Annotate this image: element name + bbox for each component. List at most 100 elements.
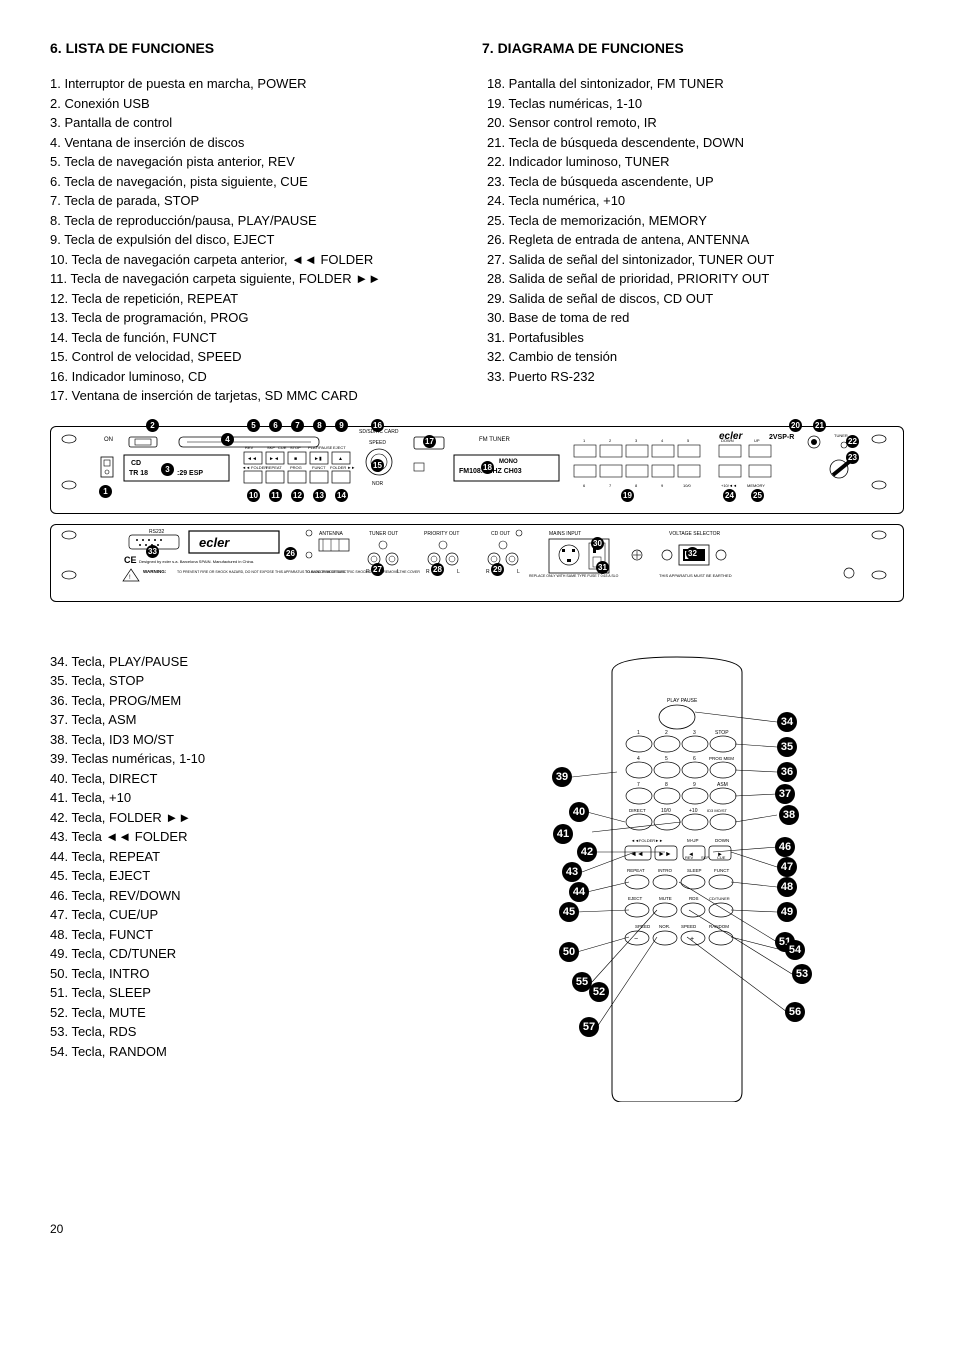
list-item: 35. Tecla, STOP — [50, 671, 420, 691]
rear-panel-diagram: RS232 ecler CE Designed by ecler s.a. Ba… — [50, 524, 904, 602]
list-item: 7. Tecla de parada, STOP — [50, 191, 467, 211]
callout: 10 — [247, 489, 260, 502]
svg-text:PRIORITY OUT: PRIORITY OUT — [424, 531, 459, 537]
list-item: 40. Tecla, DIRECT — [50, 769, 420, 789]
svg-text:8: 8 — [665, 782, 668, 788]
callout: 53 — [792, 964, 812, 984]
svg-text:3: 3 — [693, 730, 696, 736]
callout: 56 — [785, 1002, 805, 1022]
list-item: 4. Ventana de inserción de discos — [50, 133, 467, 153]
callout: 16 — [371, 419, 384, 432]
list-item: 50. Tecla, INTRO — [50, 964, 420, 984]
svg-text:FOLDER ►►: FOLDER ►► — [330, 465, 355, 470]
svg-text:+10: +10 — [689, 808, 698, 814]
list-item: 11. Tecla de navegación carpeta siguient… — [50, 269, 467, 289]
list-item: 2. Conexión USB — [50, 94, 467, 114]
right-list: 18. Pantalla del sintonizador, FM TUNER … — [487, 74, 904, 406]
callout: 25 — [751, 489, 764, 502]
svg-text:REPLACE ONLY WITH SAME TYPE FU: REPLACE ONLY WITH SAME TYPE FUSE T 0.63 … — [529, 574, 619, 578]
svg-text:9: 9 — [693, 782, 696, 788]
callout: 23 — [846, 451, 859, 464]
callout: 38 — [779, 805, 799, 825]
callout: 14 — [335, 489, 348, 502]
list-item: 31. Portafusibles — [487, 328, 904, 348]
svg-text:DIRECT: DIRECT — [629, 808, 646, 813]
svg-text:RANDOM: RANDOM — [709, 924, 729, 929]
svg-text:Designed by ecler s.a. Barcelo: Designed by ecler s.a. Barcelona SPAIN. … — [139, 559, 254, 564]
svg-text:4: 4 — [661, 438, 664, 443]
callout: 15 — [371, 459, 384, 472]
callout: 5 — [247, 419, 260, 432]
callout: 31 — [596, 561, 609, 574]
callout: 2 — [146, 419, 159, 432]
svg-text:◄◄ FOLDER: ◄◄ FOLDER — [242, 465, 267, 470]
svg-text:CD: CD — [131, 460, 141, 467]
svg-text:ON: ON — [104, 437, 113, 443]
list-item: 43. Tecla ◄◄ FOLDER — [50, 827, 420, 847]
callout: 21 — [813, 419, 826, 432]
callout: 24 — [723, 489, 736, 502]
list-item: 6. Tecla de navegación, pista siguiente,… — [50, 172, 467, 192]
svg-text:ASM: ASM — [717, 782, 728, 788]
svg-text:FM TUNER: FM TUNER — [479, 437, 511, 443]
svg-text:6: 6 — [583, 483, 586, 488]
svg-text:PROG: PROG — [290, 465, 302, 470]
callout: 30 — [591, 537, 604, 550]
callout: 32 — [686, 547, 699, 560]
list-item: 30. Base de toma de red — [487, 308, 904, 328]
svg-text:THIS APPARATUS MUST BE EARTHED: THIS APPARATUS MUST BE EARTHED — [659, 573, 732, 578]
callout: 34 — [777, 712, 797, 732]
callout: 33 — [146, 545, 159, 558]
svg-text:■: ■ — [294, 456, 297, 462]
list-item: 49. Tecla, CD/TUNER — [50, 944, 420, 964]
svg-text:◄: ◄ — [688, 852, 694, 858]
callout: 50 — [559, 942, 579, 962]
list-item: 25. Tecla de memorización, MEMORY — [487, 211, 904, 231]
svg-text:MUTE: MUTE — [659, 896, 672, 901]
callout: 47 — [777, 857, 797, 877]
callout: 13 — [313, 489, 326, 502]
svg-text:DOWN: DOWN — [721, 438, 734, 443]
callout: 8 — [313, 419, 326, 432]
list-item: 42. Tecla, FOLDER ►► — [50, 808, 420, 828]
svg-text:2: 2 — [609, 438, 612, 443]
svg-text:PLAY PAUSE: PLAY PAUSE — [667, 698, 698, 704]
list-item: 10. Tecla de navegación carpeta anterior… — [50, 250, 467, 270]
left-list: 1. Interruptor de puesta en marcha, POWE… — [50, 74, 467, 406]
svg-text:REV: REV — [245, 445, 254, 450]
list-item: 12. Tecla de repetición, REPEAT — [50, 289, 467, 309]
svg-text:REPEAT: REPEAT — [627, 868, 645, 873]
svg-text:NOR: NOR — [372, 481, 384, 487]
callout: 22 — [846, 435, 859, 448]
svg-text:CD OUT: CD OUT — [491, 531, 510, 537]
callout: 26 — [284, 547, 297, 560]
svg-text:ecler: ecler — [199, 535, 230, 550]
svg-text:PLAY/PAUSE: PLAY/PAUSE — [308, 445, 333, 450]
svg-text:R: R — [366, 569, 370, 575]
svg-text:3: 3 — [635, 438, 638, 443]
list-item: 52. Tecla, MUTE — [50, 1003, 420, 1023]
list-item: 15. Control de velocidad, SPEED — [50, 347, 467, 367]
callout: 9 — [335, 419, 348, 432]
svg-text:SKP: SKP — [267, 445, 275, 450]
list-item: 22. Indicador luminoso, TUNER — [487, 152, 904, 172]
svg-text:RS232: RS232 — [149, 529, 165, 535]
lower-section: 34. Tecla, PLAY/PAUSE 35. Tecla, STOP 36… — [50, 652, 904, 1102]
list-item: 45. Tecla, EJECT — [50, 866, 420, 886]
callout: 42 — [577, 842, 597, 862]
svg-text:10/0: 10/0 — [661, 808, 671, 814]
svg-text:TR 18: TR 18 — [129, 470, 148, 477]
list-item: 1. Interruptor de puesta en marcha, POWE… — [50, 74, 467, 94]
list-item: 17. Ventana de inserción de tarjetas, SD… — [50, 386, 467, 406]
callout: 52 — [589, 982, 609, 1002]
callout: 48 — [777, 877, 797, 897]
svg-text:TUNER: TUNER — [834, 433, 848, 438]
function-lists: 1. Interruptor de puesta en marcha, POWE… — [50, 74, 904, 406]
svg-text:►◄: ►◄ — [269, 456, 279, 462]
list-item: 19. Teclas numéricas, 1-10 — [487, 94, 904, 114]
svg-text:2: 2 — [665, 730, 668, 736]
list-item: 28. Salida de señal de prioridad, PRIORI… — [487, 269, 904, 289]
callout: 17 — [423, 435, 436, 448]
callout: 7 — [291, 419, 304, 432]
svg-text:R: R — [486, 569, 490, 575]
